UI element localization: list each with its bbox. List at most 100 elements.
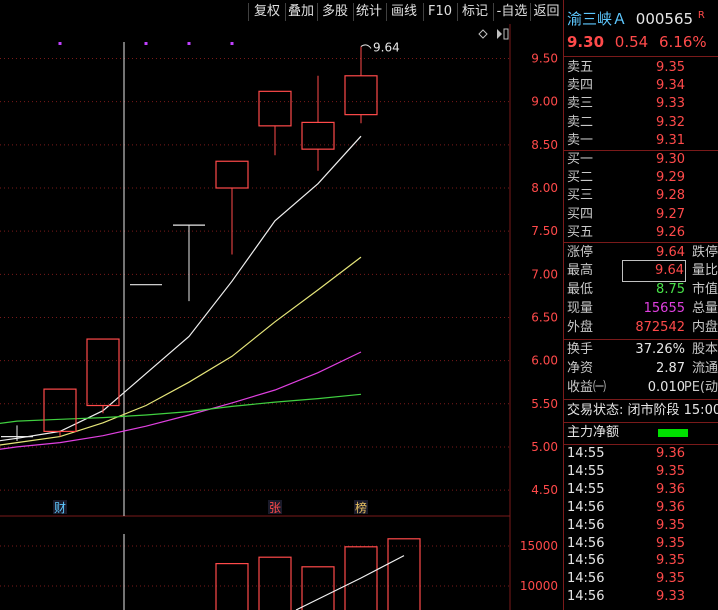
volume-bar xyxy=(258,556,292,610)
candle-body xyxy=(258,90,292,127)
ask-label: 卖一 xyxy=(567,132,594,148)
restore-rights-button[interactable]: 复权 xyxy=(253,4,280,19)
event-label: 财 xyxy=(54,501,66,515)
stock-header: 渝三峡Ａ 000565 R xyxy=(567,6,705,28)
volume-ma-line xyxy=(295,555,405,610)
ma-line-4 xyxy=(0,393,362,425)
top-marker xyxy=(58,42,62,45)
ask-price: 9.34 xyxy=(656,78,685,94)
event-label-bg xyxy=(354,500,368,514)
stock-code: 000565 xyxy=(635,10,694,28)
tick-time: 14:56 xyxy=(567,571,605,587)
bid-label: 买二 xyxy=(567,170,594,186)
bid-row[interactable]: 买四 9.27 xyxy=(567,205,718,225)
vol-ratio-label: 量比 xyxy=(691,263,718,278)
price-change: 0.54 xyxy=(614,33,649,51)
bid-price: 9.26 xyxy=(656,224,685,240)
limit-up-label: 涨停 xyxy=(567,245,594,260)
price-tick-label: 8.00 xyxy=(531,181,558,195)
ask-row[interactable]: 卖一 9.31 xyxy=(567,131,718,151)
price-tick-label: 4.50 xyxy=(531,483,558,497)
ma-line-3 xyxy=(0,351,362,450)
event-label-bg xyxy=(268,500,282,514)
bid-row[interactable]: 买五 9.26 xyxy=(567,223,718,243)
f10-button[interactable]: F10 xyxy=(427,4,453,19)
multi-stock-button[interactable]: 多股 xyxy=(321,4,348,19)
limit-down-label: 跌停 xyxy=(691,245,718,260)
r-badge: R xyxy=(697,10,705,21)
net-flow-label: 主力净额 xyxy=(567,425,620,440)
bid-label: 买四 xyxy=(567,206,594,222)
ask-row[interactable]: 卖四 9.34 xyxy=(567,76,718,96)
ask-label: 卖四 xyxy=(567,78,594,94)
ask-price: 9.31 xyxy=(656,132,685,148)
tick-row: 14:56 9.36 xyxy=(567,498,718,518)
price-tick-label: 5.50 xyxy=(531,397,558,411)
tick-row: 14:56 9.35 xyxy=(567,534,718,554)
chart-markers: 9.64 财 张 榜 xyxy=(53,28,509,515)
candle-body xyxy=(344,75,378,116)
low-value: 8.75 xyxy=(656,282,685,297)
turnover-label: 换手 xyxy=(567,342,594,357)
tick-price: 9.36 xyxy=(656,499,685,515)
bid-price: 9.30 xyxy=(656,152,685,167)
volume-tick-label: 15000 xyxy=(520,539,558,553)
bid-price: 9.28 xyxy=(656,188,685,204)
cur-vol-row: 现量 15655 总量 xyxy=(567,299,718,319)
tick-price: 9.33 xyxy=(656,589,685,605)
overlay-button[interactable]: 叠加 xyxy=(287,4,314,19)
statistics-button[interactable]: 统计 xyxy=(355,4,382,19)
bid-row[interactable]: 买一 9.30 xyxy=(567,150,718,170)
volume-bar xyxy=(387,538,421,610)
high-pointer xyxy=(360,44,372,49)
ask-row[interactable]: 卖五 9.35 xyxy=(567,58,718,78)
low-row: 最低 8.75 市值 xyxy=(567,280,718,300)
bid-row[interactable]: 买二 9.29 xyxy=(567,168,718,188)
kline-chart[interactable]: 9.50 9.00 8.50 8.00 7.50 7.00 6.50 6.00 5.50 5.00… xyxy=(0,24,563,610)
tick-row: 14:56 9.35 xyxy=(567,569,718,589)
cur-vol-label: 现量 xyxy=(567,301,594,316)
tick-time: 14:56 xyxy=(567,499,605,515)
volume-bars xyxy=(215,538,421,610)
inner-label: 内盘 xyxy=(691,320,718,335)
tick-row: 14:56 9.35 xyxy=(567,516,718,536)
scroll-icon xyxy=(503,28,509,40)
eps-label: 收益㈠ xyxy=(567,380,607,395)
candle-body xyxy=(215,160,249,189)
ask-price: 9.32 xyxy=(656,114,685,130)
price-tick-label: 6.00 xyxy=(531,354,558,368)
volume-bar xyxy=(215,562,249,610)
high-price-label: 9.64 xyxy=(373,40,400,54)
tick-time: 14:56 xyxy=(567,535,605,551)
back-button[interactable]: 返回 xyxy=(533,4,560,19)
tick-time: 14:56 xyxy=(567,589,605,605)
tick-price: 9.36 xyxy=(656,481,685,497)
tick-price: 9.36 xyxy=(656,446,685,461)
limit-up-value: 9.64 xyxy=(656,245,685,260)
axis-labels: 9.50 9.00 8.50 8.00 7.50 7.00 6.50 6.00 5.50 5.00… xyxy=(520,52,558,593)
tick-price: 9.35 xyxy=(656,463,685,479)
candles xyxy=(1,46,378,441)
remove-watchlist-button[interactable]: -自选 xyxy=(496,4,528,19)
tick-row: 14:55 9.36 xyxy=(567,480,718,500)
high-row: 最高 9.64 量比 xyxy=(567,260,718,282)
eps-value: 0.010 xyxy=(647,380,685,395)
tick-row: 14:55 9.35 xyxy=(567,462,718,482)
event-label-bg xyxy=(53,500,67,514)
draw-line-button[interactable]: 画线 xyxy=(390,4,417,19)
toolbar-separator xyxy=(530,3,531,21)
ask-row[interactable]: 卖三 9.33 xyxy=(567,94,718,114)
nav-value: 2.87 xyxy=(656,361,685,376)
low-label: 最低 xyxy=(567,282,594,297)
ma-line-2 xyxy=(0,256,362,446)
toolbar-separator xyxy=(248,3,249,21)
outer-row: 外盘 872542 内盘 xyxy=(567,318,718,338)
tick-price: 9.35 xyxy=(656,571,685,587)
price-tick-label: 7.50 xyxy=(531,224,558,238)
ask-row[interactable]: 卖二 9.32 xyxy=(567,113,718,133)
price-change-pct: 6.16% xyxy=(658,33,707,51)
price-tick-label: 7.00 xyxy=(531,267,558,281)
mark-button[interactable]: 标记 xyxy=(461,4,488,19)
bid-row[interactable]: 买三 9.28 xyxy=(567,186,718,206)
candle-body xyxy=(43,388,77,433)
